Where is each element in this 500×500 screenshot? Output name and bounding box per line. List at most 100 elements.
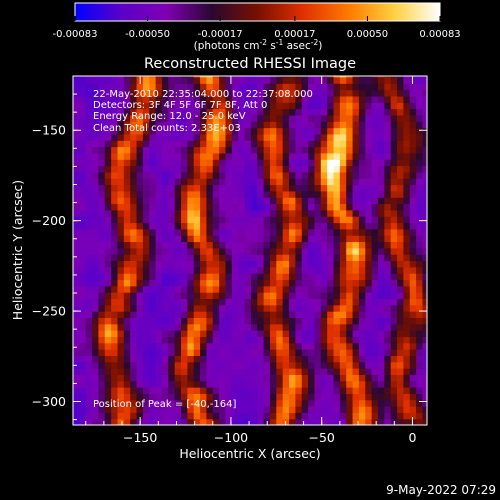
heatmap-pixel: [79, 127, 87, 135]
heatmap-pixel: [282, 330, 290, 337]
heatmap-pixel: [238, 342, 246, 350]
heatmap-pixel: [409, 102, 417, 110]
heatmap-pixel: [136, 197, 144, 205]
heatmap-pixel: [219, 406, 227, 413]
heatmap-pixel: [422, 76, 427, 78]
heatmap-pixel: [79, 406, 87, 413]
heatmap-pixel: [314, 273, 322, 281]
heatmap-pixel: [130, 165, 138, 173]
heatmap-pixel: [339, 298, 347, 306]
heatmap-pixel: [333, 387, 341, 394]
heatmap-pixel: [98, 102, 106, 110]
heatmap-pixel: [155, 342, 163, 350]
heatmap-pixel: [85, 190, 93, 198]
heatmap-pixel: [155, 406, 163, 413]
heatmap-pixel: [130, 406, 138, 413]
heatmap-pixel: [397, 83, 404, 91]
heatmap-pixel: [79, 165, 87, 173]
heatmap-pixel: [136, 228, 144, 236]
heatmap-pixel: [314, 89, 322, 97]
heatmap-pixel: [365, 140, 373, 148]
heatmap-pixel: [403, 374, 411, 382]
heatmap-pixel: [333, 374, 341, 382]
heatmap-pixel: [390, 304, 398, 312]
heatmap-pixel: [123, 368, 131, 375]
heatmap-pixel: [225, 374, 233, 382]
heatmap-pixel: [225, 114, 233, 122]
heatmap-pixel: [117, 406, 125, 413]
heatmap-pixel: [149, 95, 157, 103]
heatmap-pixel: [320, 102, 328, 110]
heatmap-pixel: [174, 368, 182, 375]
heatmap-pixel: [155, 114, 163, 122]
heatmap-pixel: [130, 83, 138, 91]
heatmap-pixel: [416, 146, 424, 154]
heatmap-pixel: [327, 235, 335, 243]
heatmap-pixel: [231, 247, 239, 255]
heatmap-pixel: [85, 260, 93, 268]
heatmap-pixel: [403, 368, 411, 375]
heatmap-pixel: [397, 159, 404, 167]
heatmap-pixel: [390, 102, 398, 110]
heatmap-pixel: [231, 349, 239, 356]
heatmap-pixel: [130, 349, 138, 356]
heatmap-pixel: [384, 190, 392, 198]
heatmap-pixel: [403, 197, 411, 205]
heatmap-pixel: [289, 374, 296, 382]
heatmap-pixel: [282, 399, 290, 407]
heatmap-pixel: [149, 399, 157, 407]
heatmap-pixel: [117, 121, 125, 129]
heatmap-pixel: [161, 76, 169, 84]
heatmap-pixel: [117, 216, 125, 224]
heatmap-pixel: [200, 317, 208, 325]
heatmap-pixel: [371, 197, 379, 205]
heatmap-pixel: [225, 222, 233, 230]
heatmap-pixel: [377, 241, 385, 249]
heatmap-pixel: [263, 203, 271, 211]
heatmap-pixel: [282, 317, 290, 325]
heatmap-pixel: [123, 95, 131, 103]
heatmap-pixel: [397, 298, 404, 306]
heatmap-pixel: [168, 171, 176, 179]
heatmap-pixel: [352, 178, 360, 186]
heatmap-pixel: [314, 159, 322, 167]
heatmap-pixel: [403, 203, 411, 211]
heatmap-pixel: [92, 165, 100, 173]
heatmap-pixel: [181, 266, 188, 274]
heatmap-pixel: [174, 361, 182, 369]
colorbar-tick-label: -0.00017: [198, 29, 243, 40]
heatmap-pixel: [238, 95, 246, 103]
heatmap-pixel: [301, 279, 309, 287]
heatmap-pixel: [377, 165, 385, 173]
heatmap-pixel: [181, 140, 188, 148]
heatmap-pixel: [225, 241, 233, 249]
heatmap-pixel: [358, 361, 366, 369]
heatmap-pixel: [289, 323, 296, 331]
heatmap-pixel: [257, 323, 265, 331]
heatmap-pixel: [384, 323, 392, 331]
heatmap-pixel: [371, 418, 379, 425]
heatmap-pixel: [79, 152, 87, 160]
heatmap-pixel: [123, 235, 131, 243]
heatmap-pixel: [250, 399, 258, 407]
heatmap-pixel: [168, 330, 176, 337]
heatmap-pixel: [289, 146, 296, 154]
heatmap-pixel: [136, 216, 144, 224]
heatmap-pixel: [117, 133, 125, 141]
heatmap-pixel: [212, 254, 220, 262]
heatmap-pixel: [111, 380, 119, 388]
heatmap-pixel: [422, 76, 427, 84]
heatmap-pixel: [231, 133, 239, 141]
heatmap-pixel: [422, 197, 427, 205]
heatmap-pixel: [320, 171, 328, 179]
heatmap-pixel: [327, 171, 335, 179]
heatmap-pixel: [282, 222, 290, 230]
heatmap-pixel: [314, 285, 322, 293]
heatmap-pixel: [250, 349, 258, 356]
heatmap-pixel: [409, 260, 417, 268]
heatmap-pixel: [301, 380, 309, 388]
heatmap-pixel: [269, 209, 277, 217]
heatmap-pixel: [206, 311, 214, 319]
heatmap-pixel: [212, 241, 220, 249]
heatmap-pixel: [358, 102, 366, 110]
